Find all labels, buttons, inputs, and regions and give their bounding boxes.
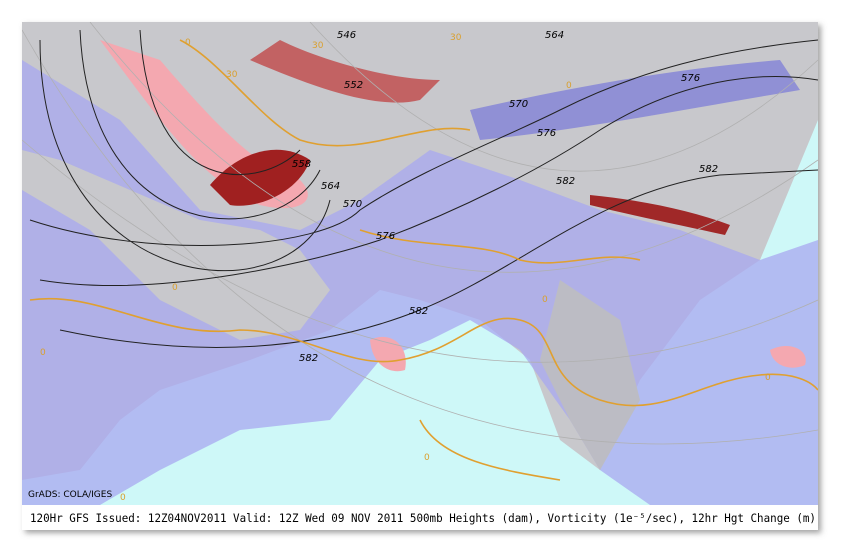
change-label: 0 <box>120 493 126 503</box>
map-area: 546 552 558 564 570 576 582 582 564 570 … <box>22 22 818 505</box>
graticule <box>22 22 818 445</box>
change-label: 0 <box>172 283 178 293</box>
change-label: 30 <box>450 33 462 43</box>
india <box>540 280 640 470</box>
change-label: 0 <box>765 373 771 383</box>
contour-label: 582 <box>699 164 718 175</box>
contour-label: 564 <box>321 181 340 192</box>
vorticity-spot <box>370 336 406 372</box>
change-label: 30 <box>312 41 324 51</box>
contour-label: 570 <box>509 99 528 110</box>
vorticity-band <box>470 60 800 140</box>
vorticity-band <box>590 195 730 235</box>
change-label: 0 <box>566 81 572 91</box>
contour-label: 576 <box>537 128 556 139</box>
contour-label: 582 <box>299 353 318 364</box>
change-label: 0 <box>542 295 548 305</box>
contour-labels: 546 552 558 564 570 576 582 582 564 570 … <box>40 30 771 503</box>
change-label: 0 <box>185 38 191 48</box>
contour-label: 582 <box>409 306 428 317</box>
contour-label: 576 <box>681 73 700 84</box>
contour-label: 564 <box>545 30 564 41</box>
contour-label: 546 <box>337 30 356 41</box>
contour-label: 576 <box>376 231 395 242</box>
credit: GrADS: COLA/IGES <box>28 490 112 500</box>
contour-label: 582 <box>556 176 575 187</box>
vorticity-max <box>210 149 310 206</box>
vorticity-spot <box>770 345 806 368</box>
contour-label: 558 <box>292 159 311 170</box>
height-change-contour <box>29 39 818 481</box>
change-label: 0 <box>424 453 430 463</box>
change-label: 0 <box>40 348 46 358</box>
caption: 120Hr GFS Issued: 12Z04NOV2011 Valid: 12… <box>30 511 816 525</box>
vorticity-band <box>250 40 440 103</box>
height-contour <box>29 29 818 348</box>
caption-bar <box>22 505 818 530</box>
change-label: 30 <box>226 70 238 80</box>
contour-label: 552 <box>344 80 363 91</box>
contour-label: 570 <box>343 199 362 210</box>
